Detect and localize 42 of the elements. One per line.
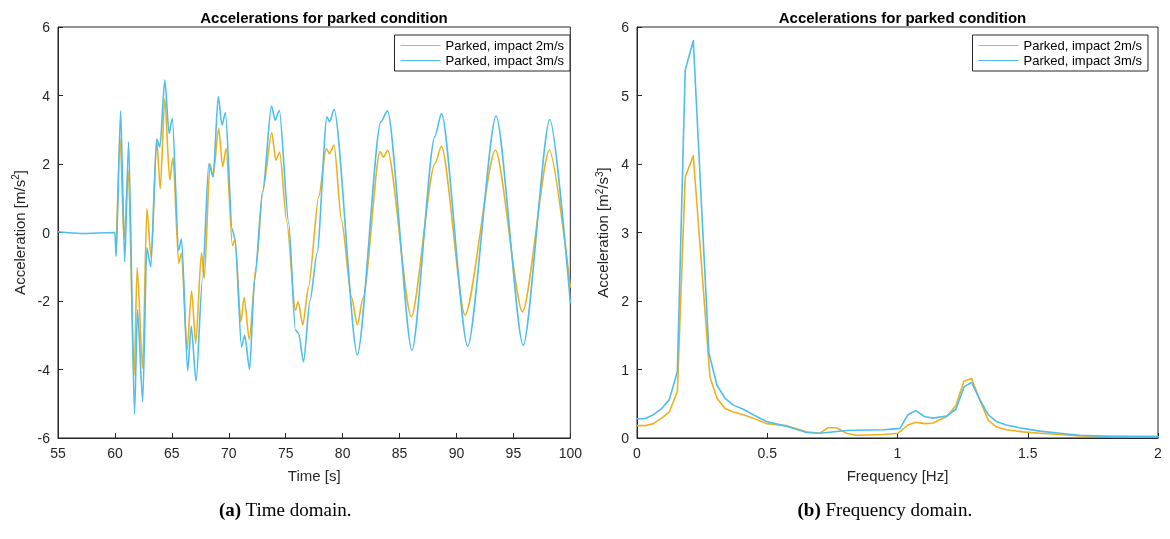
y-tick-label: 4 xyxy=(621,156,630,172)
y-tick-label: 5 xyxy=(621,87,630,104)
x-tick-label: 95 xyxy=(505,445,522,461)
y-tick-label: 6 xyxy=(42,19,51,35)
y-axis-title: Acceleration [m2/s3] xyxy=(593,167,612,298)
text: (a) Time domain. xyxy=(219,499,352,521)
y-tick-label: 0 xyxy=(621,430,630,446)
x-axis-title: Time [s] xyxy=(287,467,341,484)
x-tick-label: 2 xyxy=(1154,445,1163,461)
legend-label: Parked, impact 2m/s xyxy=(1023,38,1143,53)
x-tick-label: 100 xyxy=(558,445,583,461)
x-tick-label: 1 xyxy=(893,445,902,461)
y-tick-label: 2 xyxy=(42,156,51,172)
x-tick-label: 85 xyxy=(391,445,408,461)
chart-title: Accelerations for parked condition xyxy=(200,9,448,26)
x-tick-label: 1.5 xyxy=(1018,445,1038,461)
y-tick-label: 3 xyxy=(621,224,630,241)
x-tick-label: 60 xyxy=(107,445,123,461)
text: (b) Frequency domain. xyxy=(797,499,973,521)
line-series xyxy=(57,79,572,416)
legend-label: Parked, impact 3m/s xyxy=(445,53,565,68)
y-tick-label: -2 xyxy=(37,293,51,309)
x-tick-label: 0.5 xyxy=(757,445,778,461)
y-axis-title: Acceleration [m/s2] xyxy=(10,170,28,295)
legend-label: Parked, impact 3m/s xyxy=(1023,53,1143,68)
x-tick-label: 0 xyxy=(633,445,642,461)
x-tick-label: 80 xyxy=(334,445,351,461)
y-tick-label: 1 xyxy=(621,361,630,378)
chart-title: Accelerations for parked condition xyxy=(778,9,1027,26)
x-tick-label: 75 xyxy=(277,445,294,461)
y-tick-label: 0 xyxy=(42,224,51,241)
x-tick-label: 70 xyxy=(220,445,237,461)
y-tick-label: 2 xyxy=(621,293,630,309)
x-tick-label: 65 xyxy=(164,445,180,461)
x-axis-title: Frequency [Hz] xyxy=(846,467,949,484)
y-tick-label: 6 xyxy=(621,19,630,35)
legend-label: Parked, impact 2m/s xyxy=(445,38,565,53)
x-tick-label: 55 xyxy=(50,445,66,461)
y-tick-label: 4 xyxy=(42,87,51,104)
y-tick-label: -6 xyxy=(37,430,51,446)
y-tick-label: -4 xyxy=(37,361,51,378)
x-tick-label: 90 xyxy=(448,445,465,461)
